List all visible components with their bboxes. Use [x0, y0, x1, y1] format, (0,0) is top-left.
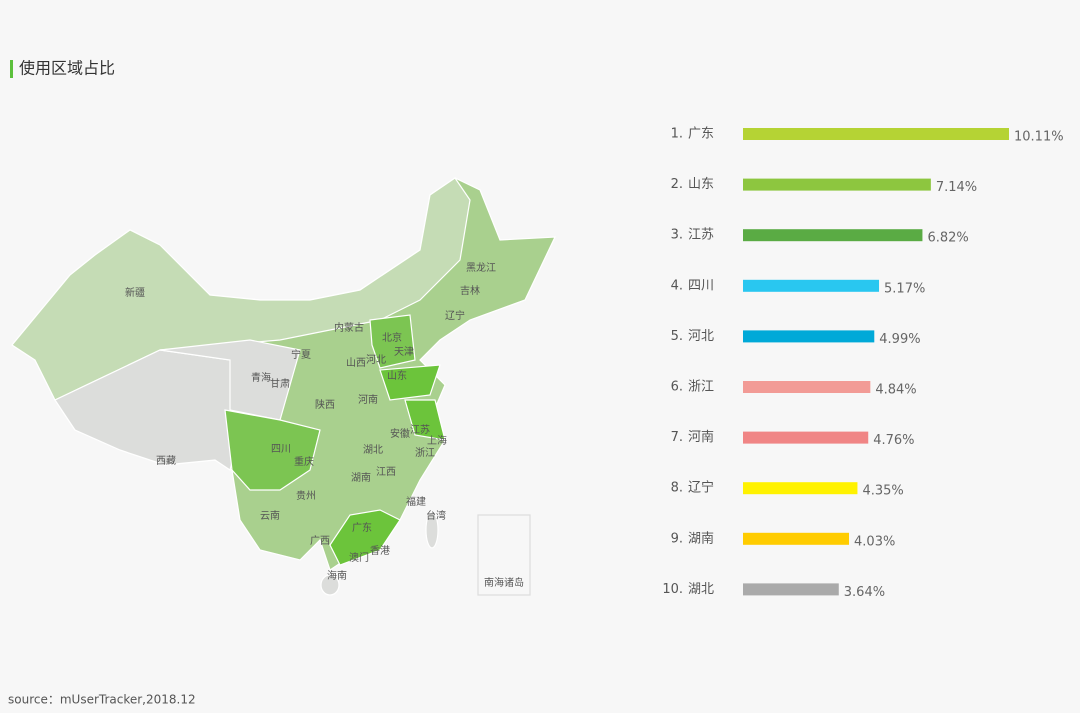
map-label: 四川	[271, 444, 291, 455]
value-label: 3.64%	[844, 585, 885, 600]
value-label: 4.76%	[873, 433, 914, 448]
category-label: 江苏	[688, 227, 714, 243]
map-label: 浙江	[415, 447, 435, 459]
map-sichuan	[224, 409, 321, 491]
category-label: 浙江	[688, 380, 714, 395]
map-label: 重庆	[294, 455, 314, 468]
map-label: 云南	[260, 509, 280, 522]
map-guangdong	[329, 509, 401, 566]
value-label: 4.84%	[875, 383, 916, 398]
map-label: 山西	[346, 357, 366, 369]
map-label: 海南	[327, 569, 347, 582]
rank-label: 1.	[671, 127, 683, 142]
source: source：mUserTracker,2018.12	[8, 693, 196, 707]
category-label: 湖南	[688, 530, 714, 546]
bar	[743, 178, 931, 191]
map-label: 广东	[352, 521, 372, 534]
map-label: 黑龙江	[466, 261, 496, 274]
bar	[743, 583, 839, 596]
map-label: 南海诸岛	[484, 576, 524, 589]
map-label: 上海	[427, 434, 447, 447]
bar	[743, 128, 1009, 140]
category-label: 四川	[688, 278, 714, 293]
map-label: 河南	[358, 393, 378, 406]
map-inset	[477, 514, 531, 596]
map-label: 甘肃	[270, 377, 290, 390]
map-label: 贵州	[296, 489, 316, 502]
map-label: 澳门	[349, 551, 369, 564]
value-label: 10.11%	[1014, 130, 1064, 145]
rank-label: 10.	[662, 582, 683, 597]
map-label: 内蒙古	[334, 321, 364, 334]
map-label: 福建	[406, 495, 426, 508]
title-accent	[10, 60, 13, 78]
category-label: 河南	[688, 429, 714, 445]
category-label: 河北	[688, 329, 714, 344]
map-label: 安徽	[390, 427, 410, 440]
map-jiangsu	[404, 399, 446, 441]
map-label: 新疆	[125, 286, 145, 299]
map-label: 江西	[376, 466, 396, 478]
map-label: 青海	[251, 371, 271, 384]
map-label: 陕西	[315, 398, 335, 411]
bar	[743, 431, 869, 444]
map-label: 台湾	[426, 509, 446, 522]
value-label: 7.14%	[936, 180, 977, 195]
map-label: 山东	[387, 369, 407, 382]
category-label: 广东	[688, 127, 714, 142]
category-label: 湖北	[688, 582, 714, 597]
map-label: 北京	[382, 331, 402, 344]
bar	[743, 330, 875, 343]
map-label: 河北	[366, 354, 386, 366]
category-label: 山东	[688, 177, 714, 192]
value-label: 4.99%	[879, 332, 920, 347]
bar	[743, 482, 858, 495]
map-hebei	[369, 314, 416, 369]
value-label: 5.17%	[884, 281, 925, 296]
map-label: 广西	[310, 535, 330, 547]
bar-chart: 1. 广东 10.11% 2. 山东 7.14% 3. 江苏 6.82% 4. 四川 5.17% 5. 河…	[662, 127, 1063, 600]
map-hainan	[320, 574, 340, 596]
map-label: 辽宁	[445, 309, 465, 322]
bar	[743, 279, 880, 292]
rank-label: 2.	[671, 177, 683, 192]
value-label: 4.03%	[854, 534, 895, 549]
rank-label: 8.	[671, 481, 683, 496]
map	[11, 177, 556, 596]
map-label: 湖北	[363, 444, 383, 456]
rank-label: 4.	[671, 278, 683, 293]
map-label: 吉林	[460, 284, 480, 297]
value-label: 6.82%	[927, 231, 968, 246]
map-label: 西藏	[156, 455, 176, 467]
rank-label: 7.	[671, 430, 683, 445]
map-label: 江苏	[410, 423, 430, 436]
map-taiwan	[425, 511, 439, 549]
rank-label: 3.	[671, 228, 683, 243]
map-label: 湖南	[351, 471, 371, 484]
title: 使用区域占比	[19, 59, 115, 78]
bar	[743, 229, 923, 242]
rank-label: 9.	[671, 531, 683, 546]
category-label: 辽宁	[688, 480, 714, 496]
map-label: 天津	[394, 346, 414, 358]
rank-label: 6.	[671, 380, 683, 395]
rank-label: 5.	[671, 329, 683, 344]
bar	[743, 532, 850, 545]
map-label: 香港	[370, 545, 390, 557]
map-label: 宁夏	[291, 348, 311, 361]
map-shandong	[379, 364, 441, 401]
bar	[743, 381, 871, 393]
value-label: 4.35%	[862, 484, 903, 499]
